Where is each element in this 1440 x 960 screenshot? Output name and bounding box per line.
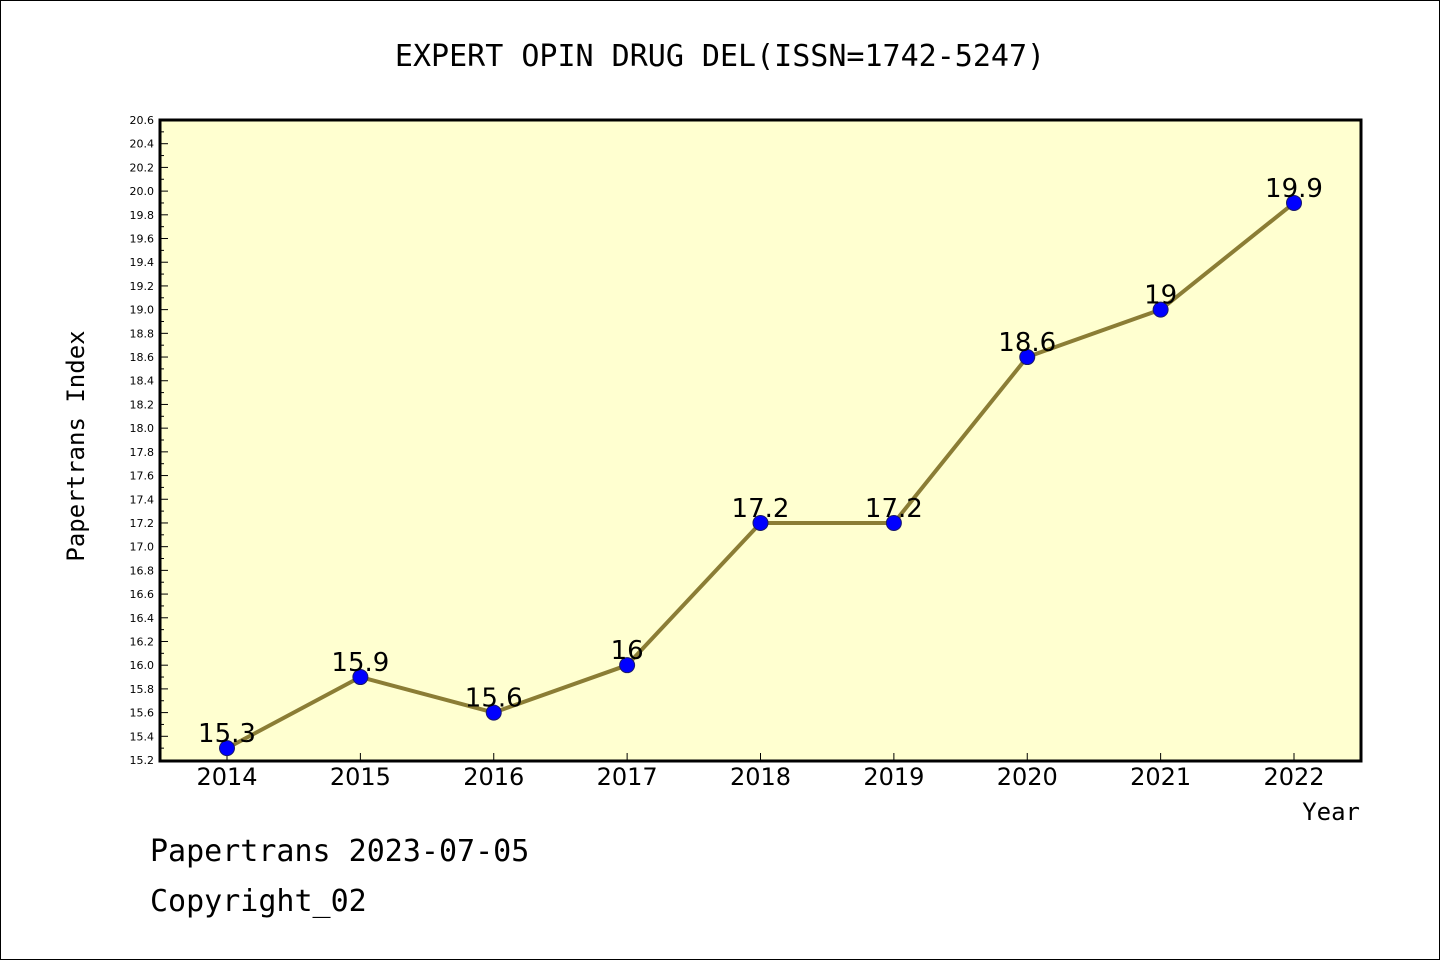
data-point bbox=[219, 740, 235, 757]
y-tick-label: 16.2 bbox=[130, 635, 155, 648]
data-point bbox=[485, 704, 502, 721]
y-tick-label: 20.2 bbox=[130, 161, 155, 174]
data-point bbox=[619, 657, 636, 674]
y-tick-label: 16.6 bbox=[130, 588, 155, 601]
data-label: 19.9 bbox=[1265, 174, 1323, 204]
y-tick-label: 20.0 bbox=[130, 185, 155, 198]
data-label: 15.9 bbox=[331, 648, 389, 678]
data-label: 17.2 bbox=[865, 494, 923, 524]
chart-title: EXPERT OPIN DRUG DEL(ISSN=1742-5247) bbox=[395, 39, 1045, 74]
x-tick-label: 2017 bbox=[597, 763, 658, 791]
plot-area bbox=[160, 120, 1361, 761]
y-tick-label: 19.2 bbox=[130, 280, 155, 293]
data-point bbox=[885, 514, 902, 531]
x-axis-label: Year bbox=[1302, 798, 1360, 826]
y-tick-label: 20.6 bbox=[130, 114, 155, 127]
y-tick-label: 20.4 bbox=[130, 138, 155, 151]
x-tick-label: 2021 bbox=[1130, 763, 1191, 791]
y-tick-label: 15.8 bbox=[130, 683, 155, 696]
x-tick-label: 2018 bbox=[730, 763, 791, 791]
y-tick-label: 15.4 bbox=[130, 730, 155, 743]
y-tick-label: 16.8 bbox=[130, 564, 155, 577]
footer-copyright: Copyright_02 bbox=[150, 884, 367, 919]
x-tick-label: 2014 bbox=[196, 763, 257, 791]
y-tick-label: 16.0 bbox=[130, 659, 155, 672]
plot-border bbox=[158, 118, 1363, 763]
y-tick-label: 18.6 bbox=[130, 351, 155, 364]
y-tick-label: 18.4 bbox=[130, 375, 155, 388]
data-label: 19 bbox=[1144, 281, 1177, 311]
series-group: 15.3 15.9 15.6 16 17.2 17.2 18.6 19 19.9 bbox=[198, 174, 1323, 757]
y-tick-label: 18.0 bbox=[130, 422, 155, 435]
y-tick-label: 19.0 bbox=[130, 304, 155, 317]
y-tick-label: 17.2 bbox=[130, 517, 155, 530]
data-label: 18.6 bbox=[998, 328, 1056, 358]
y-tick-label: 17.6 bbox=[130, 470, 155, 483]
footer-date: Papertrans 2023-07-05 bbox=[150, 834, 530, 869]
y-tick-label: 17.4 bbox=[130, 493, 155, 506]
data-point bbox=[1019, 349, 1036, 366]
y-axis-label: Papertrans Index bbox=[62, 330, 90, 561]
x-tick-label: 2019 bbox=[863, 763, 924, 791]
data-label: 15.3 bbox=[198, 719, 256, 749]
data-point bbox=[1286, 194, 1302, 211]
data-point bbox=[1152, 301, 1169, 318]
x-tick-label: 2016 bbox=[463, 763, 524, 791]
data-label: 17.2 bbox=[732, 494, 790, 524]
x-tick-label: 2022 bbox=[1263, 763, 1324, 791]
y-tick-label: 15.2 bbox=[130, 754, 155, 767]
data-point bbox=[352, 669, 369, 686]
data-label: 15.6 bbox=[465, 684, 523, 714]
data-point bbox=[752, 514, 769, 531]
x-tick-label: 2015 bbox=[330, 763, 391, 791]
y-tick-label: 19.8 bbox=[130, 209, 155, 222]
y-tick-label: 18.2 bbox=[130, 398, 155, 411]
x-axis-ticks: 2014 2015 2016 2017 2018 2019 2020 2021 2022 bbox=[196, 753, 1325, 791]
y-tick-label: 15.6 bbox=[130, 707, 155, 720]
y-tick-label: 19.4 bbox=[130, 256, 155, 269]
y-axis-ticks: 15.2 15.4 15.6 15.8 16.0 16.2 16.4 16.6 16.8 17.0… bbox=[130, 114, 168, 767]
y-tick-label: 19.6 bbox=[130, 233, 155, 246]
y-tick-label: 18.8 bbox=[130, 327, 155, 340]
x-tick-label: 2020 bbox=[997, 763, 1058, 791]
y-tick-label: 17.8 bbox=[130, 446, 155, 459]
y-tick-label: 17.0 bbox=[130, 541, 155, 554]
data-label: 16 bbox=[611, 636, 644, 666]
y-tick-label: 16.4 bbox=[130, 612, 155, 625]
